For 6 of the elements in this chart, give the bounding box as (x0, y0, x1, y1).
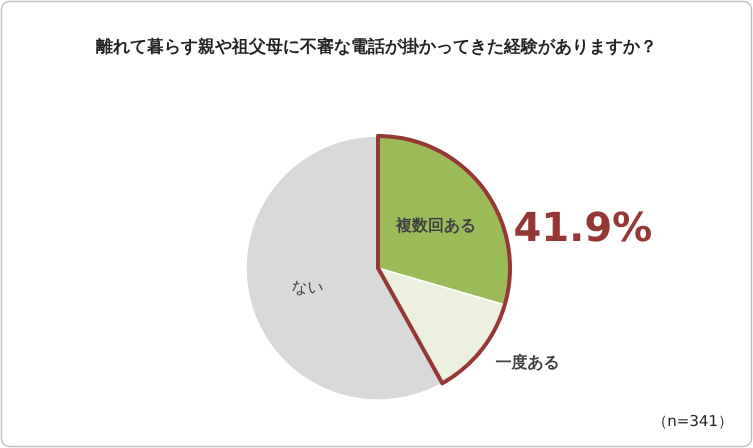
slice-label: 一度ある (495, 352, 560, 372)
text: （n=341） (652, 412, 733, 430)
slice-label: ない (292, 277, 324, 296)
slice-label: 複数回ある (395, 215, 476, 234)
chart-title: 離れて暮らす親や祖父母に不審な電話が掛かってきた経験がありますか？ (95, 37, 657, 57)
text: 41.9% (513, 204, 652, 251)
